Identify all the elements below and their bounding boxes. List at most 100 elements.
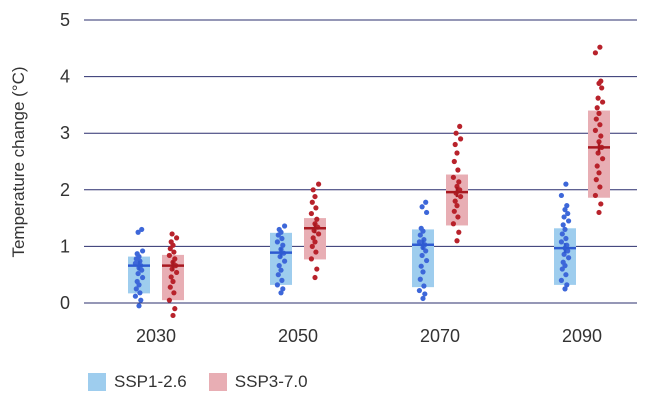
model-point [134, 251, 140, 257]
x-tick-label: 2090 [562, 326, 602, 346]
model-point [308, 210, 314, 217]
range-boxes [128, 110, 610, 301]
legend-item-ssp3: SSP3-7.0 [208, 372, 308, 392]
model-point [276, 263, 282, 269]
model-point [600, 99, 606, 105]
model-point [597, 122, 603, 128]
y-tick-label: 0 [60, 293, 70, 313]
model-point [174, 235, 180, 241]
legend-label-ssp1: SSP1-2.6 [114, 372, 187, 391]
model-point [309, 243, 315, 249]
model-point [455, 167, 461, 173]
model-point [598, 201, 604, 207]
model-point [564, 203, 570, 209]
model-point [600, 156, 606, 162]
model-point [172, 256, 178, 262]
model-point [599, 85, 605, 91]
model-point [278, 267, 284, 273]
model-point [418, 225, 424, 231]
model-point [274, 282, 280, 288]
model-point [454, 203, 460, 209]
model-point [171, 290, 177, 296]
model-point [275, 272, 281, 278]
y-tick-label: 3 [60, 123, 70, 143]
model-point [594, 105, 600, 111]
model-point [597, 184, 603, 190]
model-point [140, 248, 146, 254]
model-point [453, 130, 459, 136]
model-point [457, 123, 463, 130]
model-point [312, 193, 318, 200]
median-markers [128, 142, 610, 271]
model-point [559, 231, 565, 237]
model-point [560, 259, 566, 265]
model-point [280, 242, 286, 248]
axis-ticks: 0 1 2 3 4 5 2030 2050 2070 2090 [60, 10, 602, 346]
model-point [560, 222, 566, 228]
model-point [134, 278, 140, 285]
model-point [279, 277, 285, 283]
model-point [282, 223, 288, 229]
model-point [592, 192, 599, 199]
model-point [312, 239, 318, 245]
model-point [138, 297, 144, 303]
model-point [566, 218, 572, 224]
model-point [596, 170, 602, 176]
legend-item-ssp1: SSP1-2.6 [88, 372, 187, 392]
model-point [422, 291, 428, 297]
model-point [169, 231, 175, 237]
model-point [451, 158, 457, 165]
legend-swatch-ssp3 [208, 373, 227, 391]
model-point [174, 269, 180, 276]
model-point [452, 198, 458, 204]
model-point [563, 181, 569, 187]
model-point [170, 278, 176, 285]
model-point [563, 235, 569, 242]
model-points [132, 44, 606, 319]
model-point [598, 133, 604, 139]
model-point [136, 303, 142, 309]
model-point [418, 263, 424, 269]
model-point [419, 204, 425, 210]
model-point [135, 270, 141, 277]
legend-label-ssp3: SSP3-7.0 [234, 372, 308, 391]
model-point [424, 257, 430, 264]
model-point [450, 221, 456, 227]
y-tick-label: 1 [60, 236, 70, 256]
model-point [313, 249, 319, 255]
model-point [566, 255, 572, 261]
model-point [420, 269, 426, 275]
model-point [137, 290, 143, 296]
model-point [308, 256, 314, 262]
model-point [564, 282, 570, 288]
model-point [597, 44, 603, 50]
model-point [133, 286, 139, 292]
model-point [139, 226, 145, 233]
model-point [592, 50, 599, 56]
y-axis-label: Temperature change (°C) [9, 66, 28, 257]
model-point [565, 210, 571, 217]
model-point [451, 208, 457, 214]
model-point [316, 231, 322, 237]
model-point [558, 192, 565, 199]
model-point [452, 141, 458, 148]
model-point [455, 214, 461, 220]
model-point [316, 181, 322, 187]
legend: SSP1-2.6 SSP3-7.0 [88, 372, 330, 392]
model-point [314, 266, 320, 272]
model-point [596, 110, 602, 116]
model-point [132, 293, 138, 299]
model-point [596, 209, 602, 216]
model-point [166, 252, 172, 259]
model-point [280, 286, 286, 292]
model-point [274, 239, 280, 245]
model-point [562, 226, 568, 233]
model-point [276, 226, 282, 233]
model-point [417, 232, 423, 238]
legend-swatch-ssp1 [88, 373, 106, 391]
model-point [592, 127, 599, 133]
model-point [171, 249, 177, 255]
model-point [421, 283, 427, 289]
